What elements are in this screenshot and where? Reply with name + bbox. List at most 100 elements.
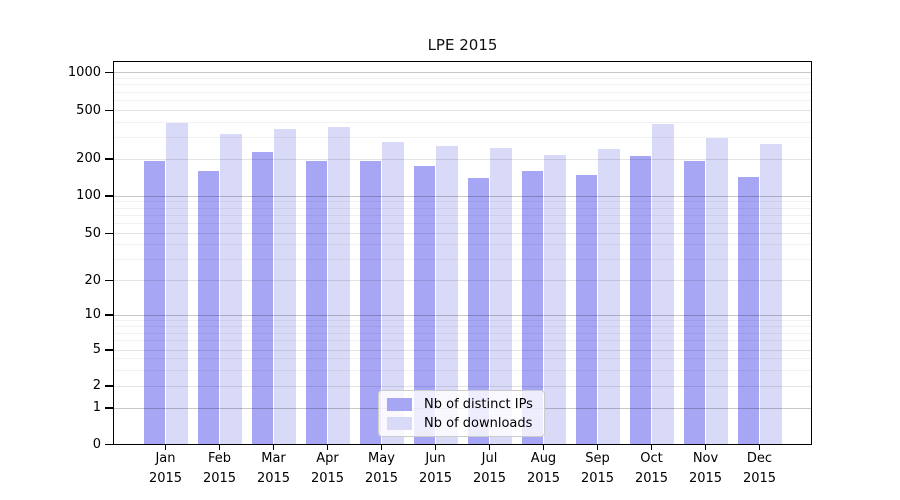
bar-distinct-ips-jul: [467, 178, 489, 445]
y-tick-label-1: 1: [92, 400, 101, 415]
x-tick-label-aug: Aug 2015: [526, 451, 561, 486]
gridline-3: [114, 369, 811, 371]
bar-downloads-mar: [274, 129, 296, 445]
bar-downloads-jul: [490, 148, 512, 445]
legend-item-distinct-ips: Nb of distinct IPs: [387, 397, 544, 412]
y-tick-20: [105, 279, 113, 282]
gridline-500: [114, 110, 811, 111]
gridline-50: [114, 233, 811, 234]
gridline-2: [114, 385, 811, 387]
legend-label-downloads: Nb of downloads: [424, 415, 533, 431]
gridline-7: [114, 332, 811, 334]
bar-distinct-ips-aug: [521, 171, 543, 445]
bar-distinct-ips-jun: [413, 166, 435, 445]
legend-swatch-downloads: [387, 416, 412, 430]
y-tick-label-20: 20: [84, 272, 101, 288]
y-tick-0: [105, 443, 113, 446]
x-tick-aug: [542, 444, 545, 450]
y-tick-label-200: 200: [76, 151, 101, 166]
y-tick-1: [105, 407, 113, 409]
gridline-70: [114, 214, 811, 216]
bar-downloads-feb: [220, 134, 242, 445]
x-tick-label-jul: Jul 2015: [472, 451, 507, 486]
gridline-1000: [114, 72, 811, 73]
x-tick-jan: [164, 444, 167, 450]
y-tick-label-50: 50: [84, 225, 101, 241]
gridline-6: [114, 340, 811, 342]
bar-downloads-nov: [706, 138, 728, 445]
y-tick-label-100: 100: [76, 188, 101, 203]
x-tick-jul: [488, 444, 491, 450]
bar-distinct-ips-sep: [575, 175, 597, 445]
bar-distinct-ips-mar: [251, 151, 273, 445]
bar-downloads-dec: [760, 143, 782, 445]
bar-downloads-jan: [166, 122, 188, 445]
y-tick-label-0: 0: [92, 436, 101, 452]
legend: Nb of distinct IPs Nb of downloads: [378, 390, 545, 437]
legend-swatch-distinct-ips: [387, 397, 412, 411]
gridline-900: [114, 77, 811, 79]
x-tick-label-oct: Oct 2015: [634, 451, 669, 486]
y-tick-50: [105, 232, 113, 235]
bar-downloads-oct: [652, 124, 674, 445]
gridline-400: [114, 121, 811, 123]
y-tick-2: [105, 385, 113, 387]
bar-downloads-apr: [328, 126, 350, 445]
x-tick-feb: [218, 444, 221, 450]
x-tick-oct: [650, 444, 653, 450]
x-tick-jun: [434, 444, 437, 450]
bar-distinct-ips-oct: [629, 156, 651, 445]
x-tick-label-mar: Mar 2015: [256, 451, 291, 486]
bar-downloads-aug: [544, 154, 566, 445]
bar-distinct-ips-may: [359, 161, 381, 445]
y-tick-500: [105, 109, 113, 112]
gridline-60: [114, 223, 811, 225]
bar-downloads-may: [382, 142, 404, 445]
y-tick-label-2: 2: [92, 378, 101, 393]
gridline-9: [114, 319, 811, 321]
x-tick-label-may: May 2015: [364, 451, 399, 486]
bar-distinct-ips-nov: [683, 160, 705, 445]
gridline-20: [114, 280, 811, 281]
gridline-200: [114, 158, 811, 160]
bar-distinct-ips-apr: [305, 160, 327, 445]
x-tick-sep: [596, 444, 599, 450]
x-tick-label-jun: Jun 2015: [418, 451, 453, 486]
x-tick-nov: [704, 444, 707, 450]
x-tick-label-sep: Sep 2015: [580, 451, 615, 486]
legend-item-downloads: Nb of downloads: [387, 416, 544, 431]
x-tick-label-feb: Feb 2015: [202, 451, 237, 486]
gridline-10: [114, 314, 811, 316]
gridline-5: [114, 349, 811, 351]
gridline-4: [114, 358, 811, 360]
y-tick-1000: [105, 71, 113, 74]
gridline-80: [114, 207, 811, 209]
x-tick-may: [380, 444, 383, 450]
x-tick-label-jan: Jan 2015: [148, 451, 183, 486]
x-tick-label-apr: Apr 2015: [310, 451, 345, 486]
gridline-800: [114, 84, 811, 86]
y-tick-label-10: 10: [84, 307, 101, 322]
gridline-100: [114, 195, 811, 197]
y-tick-label-1000: 1000: [67, 64, 101, 80]
bar-distinct-ips-feb: [197, 170, 219, 445]
gridline-300: [114, 137, 811, 138]
gridline-600: [114, 100, 811, 101]
bar-distinct-ips-jan: [143, 160, 165, 445]
bar-distinct-ips-dec: [737, 177, 759, 445]
gridline-30: [114, 259, 811, 261]
gridline-700: [114, 91, 811, 93]
gridline-90: [114, 201, 811, 203]
chart-title: LPE 2015: [427, 36, 498, 54]
y-tick-label-5: 5: [92, 342, 101, 357]
x-tick-apr: [326, 444, 329, 450]
x-tick-mar: [272, 444, 275, 450]
y-tick-200: [105, 158, 113, 160]
x-tick-dec: [758, 444, 761, 450]
x-tick-label-nov: Nov 2015: [688, 451, 723, 486]
bar-downloads-sep: [598, 148, 620, 445]
y-tick-5: [105, 349, 113, 351]
y-tick-10: [105, 314, 113, 316]
gridline-8: [114, 325, 811, 327]
